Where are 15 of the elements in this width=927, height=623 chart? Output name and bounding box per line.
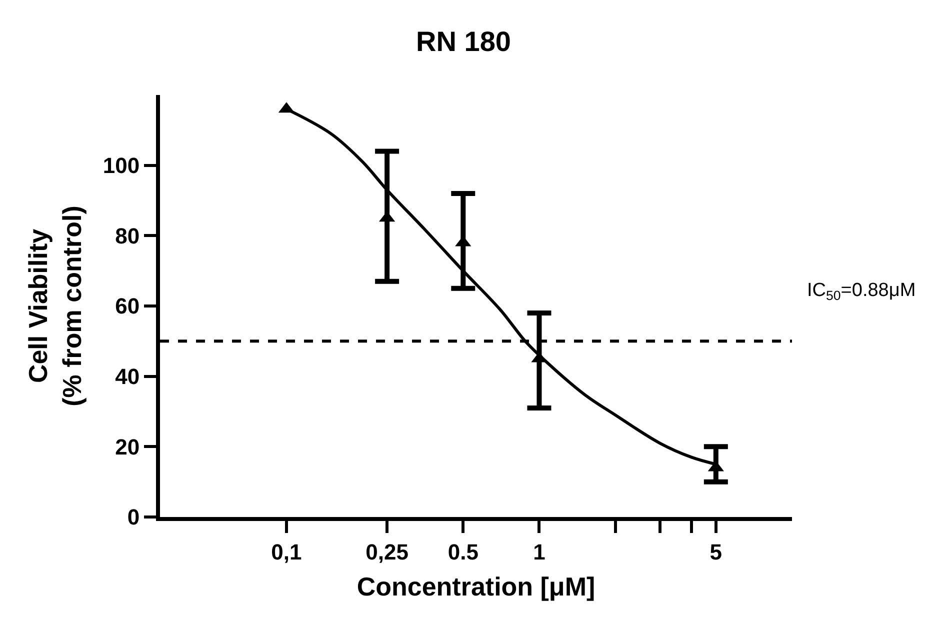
y-tick-label: 20 xyxy=(115,434,140,460)
x-axis-title: Concentration [μM] xyxy=(356,572,596,602)
x-tick-label: 0,25 xyxy=(366,539,408,564)
x-tick-label: 5 xyxy=(710,539,722,564)
y-axis-title: Cell Viability (% from control) xyxy=(22,206,87,406)
y-tick-label: 40 xyxy=(115,364,140,390)
y-tick-label: 80 xyxy=(115,223,140,248)
y-tick-label: 60 xyxy=(115,294,140,319)
chart-title: RN 180 xyxy=(416,26,511,57)
x-tick-label: 1 xyxy=(533,539,546,564)
text: IC$_{50}$=0.88μM xyxy=(807,280,916,303)
y-tick-label: 0 xyxy=(127,504,140,530)
x-tick-label: 0.5 xyxy=(448,539,478,564)
y-tick-label: 100 xyxy=(102,153,140,178)
x-tick-label: 0,1 xyxy=(271,539,302,564)
